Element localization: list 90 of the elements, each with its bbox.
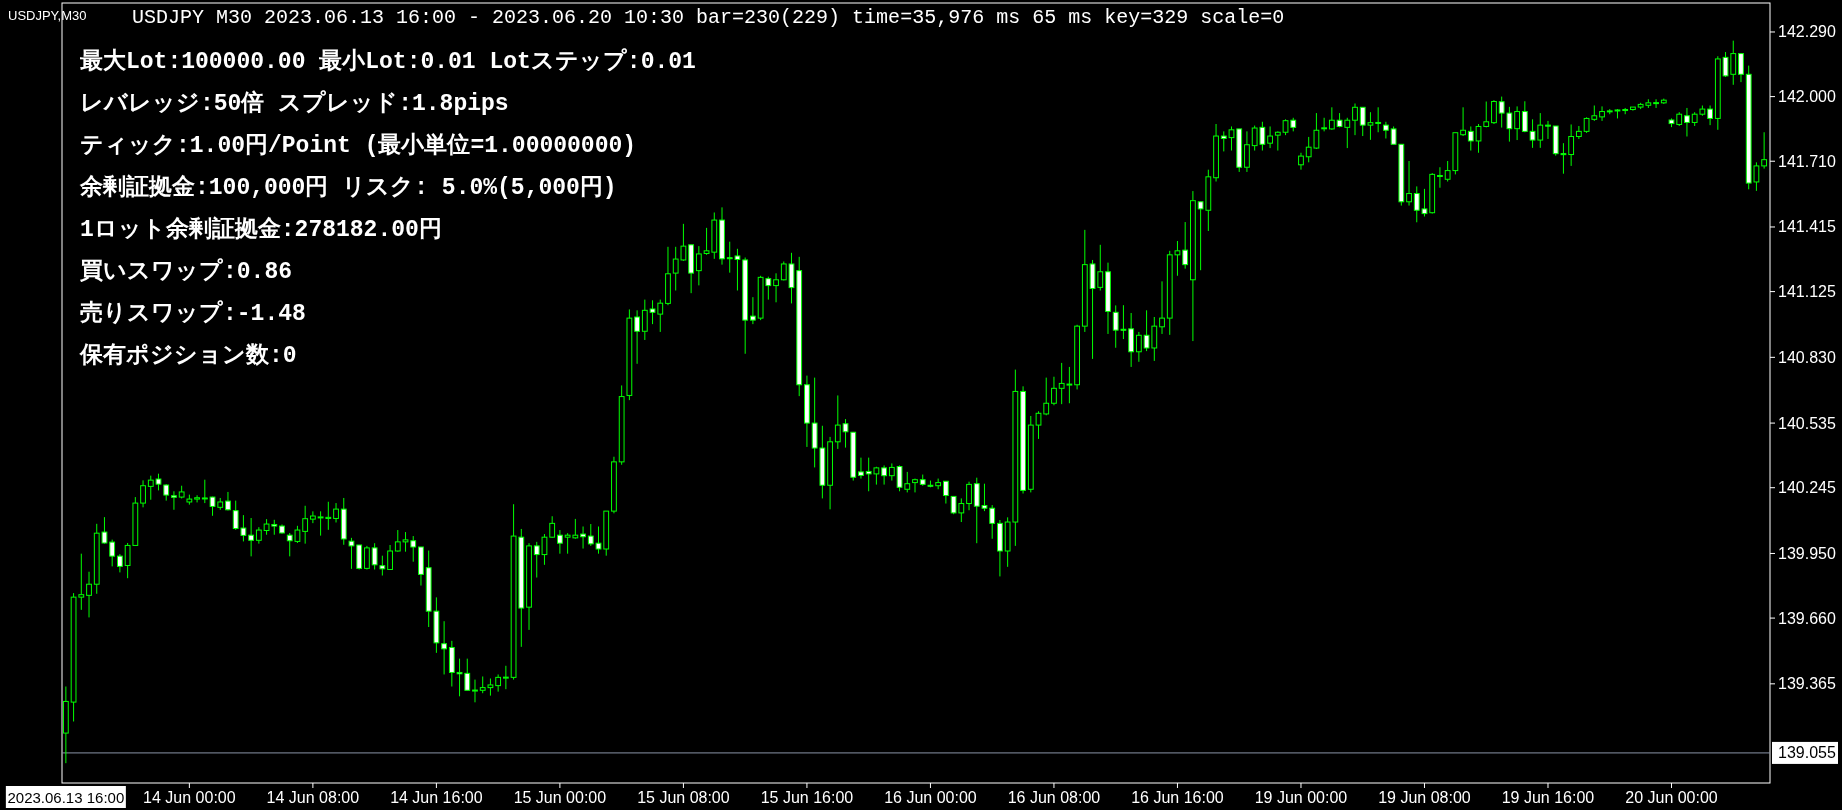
annotation: 1ロット余剰証拠金:278182.00円 [80, 216, 442, 243]
x-tick-label: 2023.06.13 16:00 [7, 788, 125, 806]
candlestick [1491, 99, 1497, 125]
annotation: レバレッジ:50倍 スプレッド:1.8pips [80, 90, 509, 117]
candlestick [1460, 106, 1466, 137]
candlestick [194, 494, 200, 503]
candlestick [1653, 98, 1659, 109]
candlestick [634, 309, 640, 365]
candlestick [302, 505, 309, 545]
candlestick [580, 525, 586, 550]
candlestick [1382, 121, 1389, 139]
candlestick [333, 502, 339, 523]
y-tick-label: 142.000 [1778, 88, 1836, 106]
candlestick [881, 464, 888, 486]
y-tick-label: 141.415 [1778, 218, 1836, 236]
candlestick [364, 545, 370, 570]
x-tick-label: 16 Jun 08:00 [1007, 788, 1101, 806]
x-tick-label: 15 Jun 16:00 [760, 788, 854, 806]
candlestick [379, 555, 386, 577]
ref-line-label: 139.055 [1778, 744, 1836, 762]
candlestick [1684, 107, 1690, 137]
candlestick [912, 478, 918, 493]
candlestick [1051, 376, 1057, 406]
candlestick [1521, 100, 1528, 133]
y-tick-label: 142.290 [1778, 23, 1836, 41]
y-tick-label: 141.125 [1778, 283, 1836, 301]
candlestick [1321, 117, 1328, 132]
candlestick [966, 481, 972, 511]
x-tick-label: 15 Jun 08:00 [637, 788, 730, 806]
candlestick [1159, 280, 1165, 335]
candlestick [309, 510, 316, 524]
x-tick-label: 14 Jun 08:00 [266, 788, 360, 806]
x-tick-label: 20 Jun 00:00 [1625, 788, 1718, 806]
candlestick [171, 490, 177, 511]
candlestick [1267, 125, 1273, 149]
x-tick-label: 15 Jun 00:00 [513, 788, 607, 806]
candlestick [86, 571, 92, 618]
candlestick [1568, 123, 1575, 167]
y-tick-label: 141.710 [1778, 152, 1836, 170]
candlestick [1575, 125, 1582, 140]
candlestick [140, 479, 146, 508]
candlestick [1761, 131, 1768, 170]
candlestick [1375, 106, 1382, 133]
candlestick [472, 679, 478, 703]
candlestick [1328, 106, 1335, 131]
x-tick-label: 14 Jun 00:00 [143, 788, 236, 806]
x-tick-label: 14 Jun 16:00 [390, 788, 483, 806]
annotation: 売りスワップ:-1.48 [80, 300, 306, 327]
annotation: 余剰証拠金:100,000円 リスク: 5.0%(5,000円) [79, 174, 617, 201]
annotation: ティック:1.00円/Point (最小単位=1.00000000) [80, 132, 637, 159]
annotation: 買いスワップ:0.86 [79, 258, 293, 285]
candlestick [1244, 130, 1250, 173]
candlestick [1437, 166, 1443, 189]
candlestick [750, 296, 756, 325]
candlestick [117, 553, 123, 573]
candlestick [495, 673, 502, 693]
candlestick [441, 620, 448, 675]
candlestick [1406, 160, 1412, 207]
candlestick [1352, 103, 1358, 136]
candlestick [557, 529, 563, 555]
candlestick [773, 272, 779, 303]
candlestick [502, 665, 509, 690]
candlestick [1707, 105, 1713, 126]
candlestick [1738, 53, 1744, 83]
chart-subtitle: USDJPY,M30 [8, 8, 87, 23]
x-tick-label: 16 Jun 00:00 [884, 788, 977, 806]
annotation: 保有ポジション数:0 [79, 342, 297, 369]
candlestick [1514, 105, 1521, 141]
candlestick [858, 457, 864, 480]
candlestick [248, 517, 255, 557]
x-tick-label: 19 Jun 16:00 [1501, 788, 1595, 806]
y-tick-label: 140.245 [1778, 479, 1836, 497]
candlestick [1128, 312, 1135, 368]
candlestick [371, 542, 378, 570]
candlestick [1135, 331, 1142, 363]
candlestick [695, 245, 702, 286]
candlestick [1545, 120, 1551, 140]
y-tick-label: 139.365 [1778, 675, 1836, 693]
y-tick-label: 139.950 [1778, 544, 1836, 562]
x-tick-label: 16 Jun 16:00 [1131, 788, 1224, 806]
x-tick-label: 19 Jun 08:00 [1378, 788, 1471, 806]
annotation: 最大Lot:100000.00 最小Lot:0.01 Lotステップ:0.01 [79, 48, 696, 75]
y-tick-label: 139.660 [1778, 609, 1836, 627]
candlestick [387, 544, 393, 570]
x-tick-label: 19 Jun 00:00 [1254, 788, 1348, 806]
y-tick-label: 140.535 [1778, 414, 1836, 432]
chart-title: USDJPY M30 2023.06.13 16:00 - 2023.06.20 10:30 bar=230(229) time=35,976 ms 65 ms key=329 scale=0 [132, 6, 1285, 29]
y-tick-label: 140.830 [1778, 348, 1836, 366]
candlestick [1599, 105, 1605, 122]
candlestick [942, 480, 949, 505]
